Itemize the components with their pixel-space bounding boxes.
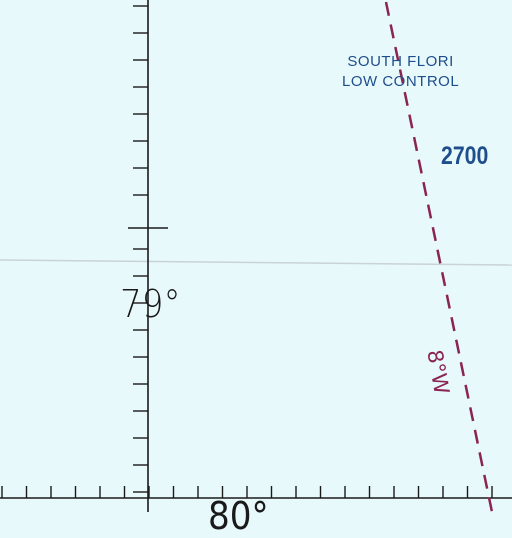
meridian-ticks	[133, 5, 148, 493]
parallel-ticks	[1, 486, 493, 498]
latitude-line	[0, 259, 512, 266]
longitude-label: 79°	[120, 282, 181, 326]
isogonic-line	[384, 1, 494, 512]
control-area-label-line2: LOW CONTROL	[342, 73, 460, 90]
bottom-partial-label: 80°	[208, 494, 269, 538]
altitude-label: 2700	[441, 142, 489, 170]
control-area-label: SOUTH FLORI LOW CONTROL	[342, 52, 459, 92]
control-area-label-line1: SOUTH FLORI	[347, 53, 454, 70]
chart-canvas	[0, 0, 512, 512]
